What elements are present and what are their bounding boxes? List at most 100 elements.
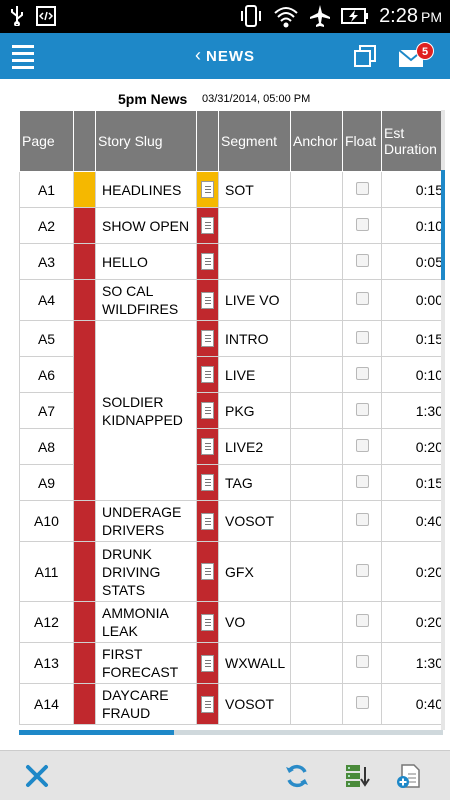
header-story-slug[interactable]: Story Slug xyxy=(95,110,197,172)
cell-slug[interactable]: AMMONIA LEAK xyxy=(95,601,197,643)
script-doc-icon[interactable] xyxy=(201,512,214,530)
cell-slug[interactable]: DAYCARE FRAUD xyxy=(95,683,197,725)
cell-anchor[interactable] xyxy=(290,428,343,465)
cell-duration[interactable]: 0:20 xyxy=(381,601,444,643)
cell-duration[interactable]: 0:15 xyxy=(381,320,444,357)
script-doc-icon[interactable] xyxy=(201,613,214,631)
header-page[interactable]: Page xyxy=(19,110,74,172)
float-checkbox[interactable] xyxy=(355,330,369,344)
cell-slug[interactable]: HELLO xyxy=(95,243,197,280)
cell-duration[interactable]: 0:05 xyxy=(381,243,444,280)
cell-slug[interactable]: SHOW OPEN xyxy=(95,207,197,244)
cell-slug[interactable]: SO CAL WILDFIRES xyxy=(95,279,197,321)
add-document-icon[interactable] xyxy=(396,763,422,789)
cell-anchor[interactable] xyxy=(290,356,343,393)
horizontal-scrollbar[interactable] xyxy=(19,730,174,735)
float-checkbox[interactable] xyxy=(355,366,369,380)
table-row[interactable]: A13 FIRST FORECAST WXWALL 1:30 xyxy=(19,642,444,684)
cell-duration[interactable]: 0:20 xyxy=(381,428,444,465)
server-download-icon[interactable] xyxy=(344,763,370,789)
float-checkbox[interactable] xyxy=(355,402,369,416)
float-checkbox[interactable] xyxy=(355,563,369,577)
cell-segment[interactable]: VOSOT xyxy=(218,683,291,725)
float-checkbox[interactable] xyxy=(355,655,369,668)
script-doc-icon[interactable] xyxy=(201,438,214,456)
cell-anchor[interactable] xyxy=(290,642,343,684)
cell-anchor[interactable] xyxy=(290,500,343,542)
cell-duration[interactable]: 0:40 xyxy=(381,500,444,542)
table-row[interactable]: A2 SHOW OPEN 0:10 xyxy=(19,207,444,244)
cell-anchor[interactable] xyxy=(290,320,343,357)
cell-duration[interactable]: 0:00 xyxy=(381,279,444,321)
cell-duration[interactable]: 0:20 xyxy=(381,541,444,602)
cell-anchor[interactable] xyxy=(290,392,343,429)
cell-segment[interactable]: GFX xyxy=(218,541,291,602)
table-row[interactable]: A11 DRUNK DRIVING STATS GFX 0:20 xyxy=(19,541,444,602)
cell-segment[interactable]: TAG xyxy=(218,464,291,501)
float-checkbox[interactable] xyxy=(355,217,369,231)
script-doc-icon[interactable] xyxy=(201,563,214,581)
table-row[interactable]: A12 AMMONIA LEAK VO 0:20 xyxy=(19,601,444,643)
cell-slug[interactable]: HEADLINES xyxy=(95,171,197,208)
cell-segment[interactable] xyxy=(218,243,291,280)
menu-icon[interactable] xyxy=(12,45,34,69)
script-doc-icon[interactable] xyxy=(201,654,214,672)
vertical-scroll-track[interactable] xyxy=(441,110,445,730)
cell-segment[interactable]: VOSOT xyxy=(218,500,291,542)
cell-slug[interactable]: UNDERAGE DRIVERS xyxy=(95,500,197,542)
script-doc-icon[interactable] xyxy=(201,253,214,271)
back-chevron-icon[interactable]: ‹ xyxy=(195,45,202,65)
table-row[interactable]: A4 SO CAL WILDFIRES LIVE VO 0:00 xyxy=(19,279,444,321)
cell-duration[interactable]: 0:15 xyxy=(381,464,444,501)
page-title[interactable]: ‹ NEWS xyxy=(195,45,255,65)
cell-duration[interactable]: 1:30 xyxy=(381,642,444,684)
table-row[interactable]: A1 HEADLINES SOT 0:15 xyxy=(19,171,444,208)
cell-slug[interactable]: DRUNK DRIVING STATS xyxy=(95,541,197,602)
close-icon[interactable] xyxy=(24,763,50,789)
float-checkbox[interactable] xyxy=(355,696,369,709)
horizontal-scroll-track[interactable] xyxy=(19,730,443,735)
cell-duration[interactable]: 0:10 xyxy=(381,207,444,244)
cell-segment[interactable]: INTRO xyxy=(218,320,291,357)
float-checkbox[interactable] xyxy=(355,181,369,195)
float-checkbox[interactable] xyxy=(355,513,369,526)
script-doc-icon[interactable] xyxy=(201,366,214,384)
script-doc-icon[interactable] xyxy=(201,474,214,492)
cell-segment[interactable]: VO xyxy=(218,601,291,643)
header-segment[interactable]: Segment xyxy=(218,110,291,172)
script-doc-icon[interactable] xyxy=(201,217,214,235)
script-doc-icon[interactable] xyxy=(201,695,214,713)
table-row[interactable]: A10 UNDERAGE DRIVERS VOSOT 0:40 xyxy=(19,500,444,542)
cell-anchor[interactable] xyxy=(290,601,343,643)
copy-icon[interactable] xyxy=(354,45,376,67)
cell-anchor[interactable] xyxy=(290,279,343,321)
cell-anchor[interactable] xyxy=(290,464,343,501)
cell-anchor[interactable] xyxy=(290,541,343,602)
cell-segment[interactable]: WXWALL xyxy=(218,642,291,684)
cell-anchor[interactable] xyxy=(290,243,343,280)
cell-duration[interactable]: 0:15 xyxy=(381,171,444,208)
cell-segment[interactable]: LIVE VO xyxy=(218,279,291,321)
cell-segment[interactable]: SOT xyxy=(218,171,291,208)
table-row[interactable]: A14 DAYCARE FRAUD VOSOT 0:40 xyxy=(19,683,444,725)
cell-segment[interactable]: LIVE xyxy=(218,356,291,393)
cell-segment[interactable]: PKG xyxy=(218,392,291,429)
cell-anchor[interactable] xyxy=(290,683,343,725)
script-doc-icon[interactable] xyxy=(201,330,214,348)
header-anchor[interactable]: Anchor xyxy=(290,110,343,172)
script-doc-icon[interactable] xyxy=(201,181,214,199)
header-est-duration[interactable]: Est Duration xyxy=(381,110,444,172)
float-checkbox[interactable] xyxy=(355,438,369,452)
header-float[interactable]: Float xyxy=(342,110,382,172)
cell-segment[interactable] xyxy=(218,207,291,244)
table-row[interactable]: A6 LIVE 0:10 xyxy=(19,356,444,393)
refresh-icon[interactable] xyxy=(284,763,310,789)
cell-duration[interactable]: 0:40 xyxy=(381,683,444,725)
table-row[interactable]: A5 SOLDIER KIDNAPPED INTRO 0:15 xyxy=(19,320,444,501)
table-row[interactable]: A8 LIVE2 0:20 xyxy=(19,428,444,465)
vertical-scrollbar[interactable] xyxy=(441,170,445,280)
table-row[interactable]: A9 TAG 0:15 xyxy=(19,464,444,501)
float-checkbox[interactable] xyxy=(355,253,369,267)
float-checkbox[interactable] xyxy=(355,292,369,305)
script-doc-icon[interactable] xyxy=(201,402,214,420)
